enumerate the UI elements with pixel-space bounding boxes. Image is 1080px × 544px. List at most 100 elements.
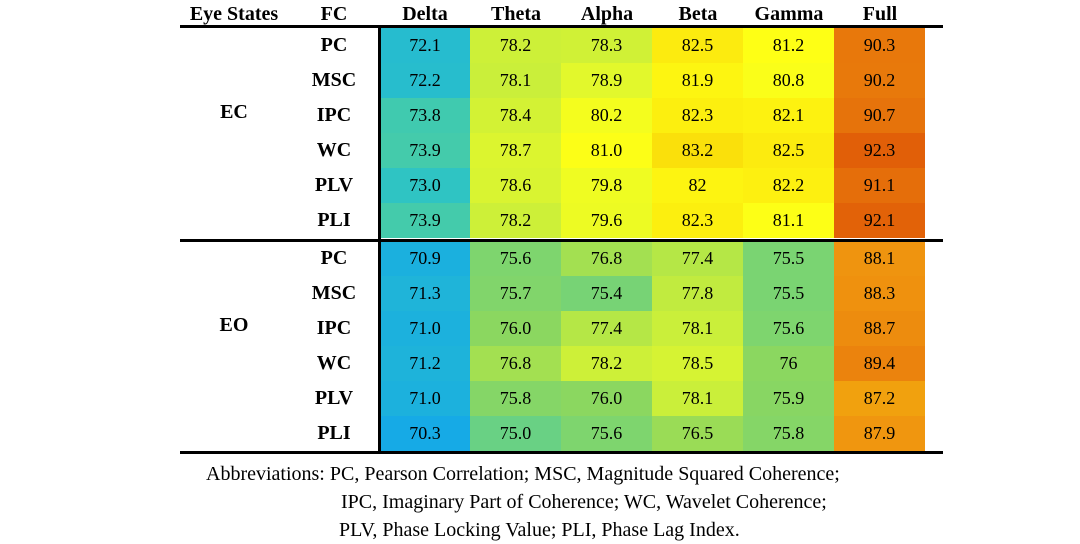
heatmap-cell: 75.9 — [743, 381, 834, 416]
vertical-rule — [378, 26, 381, 451]
heatmap-cell: 81.2 — [743, 28, 834, 63]
heatmap-cell: 78.3 — [561, 28, 652, 63]
heatmap-cell: 76 — [743, 346, 834, 381]
heatmap-cell: 81.1 — [743, 203, 834, 238]
heatmap-cell: 90.3 — [834, 28, 925, 63]
heatmap-cell: 80.8 — [743, 63, 834, 98]
abbreviations-line-1: Abbreviations: PC, Pearson Correlation; … — [206, 463, 840, 485]
heatmap-cell: 82 — [652, 168, 743, 203]
heatmap-cell: 71.3 — [380, 276, 470, 311]
heatmap-cell: 76.8 — [470, 346, 561, 381]
heatmap-cell: 90.7 — [834, 98, 925, 133]
fc-label: MSC — [311, 282, 357, 304]
heatmap-cell: 75.6 — [743, 311, 834, 346]
heatmap-cell: 77.4 — [652, 241, 743, 276]
heatmap-cell: 71.2 — [380, 346, 470, 381]
header-rule — [180, 25, 943, 28]
heatmap-cell: 82.3 — [652, 98, 743, 133]
heatmap-cell: 78.7 — [470, 133, 561, 168]
heatmap-cell: 75.7 — [470, 276, 561, 311]
heatmap-cell: 78.1 — [652, 311, 743, 346]
heatmap-cell: 77.4 — [561, 311, 652, 346]
fc-label: PLI — [317, 209, 351, 231]
eye-state-label: EC — [220, 101, 248, 123]
heatmap-cell: 88.1 — [834, 241, 925, 276]
heatmap-cell: 92.1 — [834, 203, 925, 238]
abbreviations-line-3: PLV, Phase Locking Value; PLI, Phase Lag… — [339, 519, 740, 541]
column-header: FC — [320, 3, 348, 25]
heatmap-cell: 73.9 — [380, 203, 470, 238]
heatmap-cell: 88.3 — [834, 276, 925, 311]
fc-label: WC — [316, 352, 352, 374]
heatmap-cell: 75.5 — [743, 276, 834, 311]
fc-label: MSC — [311, 69, 357, 91]
heatmap-cell: 78.4 — [470, 98, 561, 133]
heatmap-cell: 82.5 — [652, 28, 743, 63]
fc-label: PLV — [314, 174, 354, 196]
heatmap-cell: 71.0 — [380, 311, 470, 346]
fc-label: IPC — [316, 104, 352, 126]
bottom-rule — [180, 451, 943, 454]
heatmap-cell: 76.0 — [470, 311, 561, 346]
heatmap-cell: 87.2 — [834, 381, 925, 416]
column-header: Gamma — [754, 3, 824, 25]
heatmap-cell: 83.2 — [652, 133, 743, 168]
fc-label: IPC — [316, 317, 352, 339]
heatmap-cell: 91.1 — [834, 168, 925, 203]
heatmap-cell: 75.8 — [743, 416, 834, 451]
heatmap-cell: 87.9 — [834, 416, 925, 451]
abbreviations-line-2: IPC, Imaginary Part of Coherence; WC, Wa… — [341, 491, 827, 513]
heatmap-cell: 72.2 — [380, 63, 470, 98]
heatmap-cell: 70.3 — [380, 416, 470, 451]
heatmap-cell: 78.2 — [470, 203, 561, 238]
column-header: Alpha — [580, 3, 634, 25]
heatmap-cell: 78.2 — [561, 346, 652, 381]
eye-state-label: EO — [219, 314, 249, 336]
heatmap-cell: 73.0 — [380, 168, 470, 203]
heatmap-cell: 75.4 — [561, 276, 652, 311]
fc-label: PC — [320, 34, 348, 56]
heatmap-cell: 76.8 — [561, 241, 652, 276]
heatmap-cell: 73.9 — [380, 133, 470, 168]
heatmap-cell: 78.6 — [470, 168, 561, 203]
heatmap-cell: 81.0 — [561, 133, 652, 168]
heatmap-cell: 76.0 — [561, 381, 652, 416]
heatmap-cell: 78.5 — [652, 346, 743, 381]
heatmap-cell: 78.2 — [470, 28, 561, 63]
heatmap-cell: 71.0 — [380, 381, 470, 416]
column-header: Beta — [678, 3, 718, 25]
heatmap-cell: 76.5 — [652, 416, 743, 451]
heatmap-cell: 75.6 — [561, 416, 652, 451]
column-header: Full — [862, 3, 898, 25]
heatmap-cell: 82.3 — [652, 203, 743, 238]
fc-label: PLI — [317, 422, 351, 444]
heatmap-cell: 82.5 — [743, 133, 834, 168]
heatmap-cell: 88.7 — [834, 311, 925, 346]
heatmap-cell: 82.2 — [743, 168, 834, 203]
heatmap-cell: 73.8 — [380, 98, 470, 133]
heatmap-cell: 89.4 — [834, 346, 925, 381]
heatmap-cell: 75.8 — [470, 381, 561, 416]
column-header: Delta — [402, 3, 448, 25]
heatmap-cell: 79.6 — [561, 203, 652, 238]
fc-label: WC — [316, 139, 352, 161]
heatmap-cell: 78.9 — [561, 63, 652, 98]
heatmap-cell: 92.3 — [834, 133, 925, 168]
heatmap-cell: 70.9 — [380, 241, 470, 276]
fc-label: PLV — [314, 387, 354, 409]
heatmap-cell: 78.1 — [652, 381, 743, 416]
heatmap-cell: 75.0 — [470, 416, 561, 451]
heatmap-cell: 75.5 — [743, 241, 834, 276]
column-header: Theta — [491, 3, 541, 25]
heatmap-cell: 78.1 — [470, 63, 561, 98]
fc-label: PC — [320, 247, 348, 269]
heatmap-cell: 81.9 — [652, 63, 743, 98]
heatmap-cell: 90.2 — [834, 63, 925, 98]
heatmap-cell: 82.1 — [743, 98, 834, 133]
heatmap-cell: 77.8 — [652, 276, 743, 311]
column-header: Eye States — [189, 3, 279, 25]
heatmap-table: Eye States FC Delta Theta Alpha Beta Gamma Full… — [180, 3, 943, 454]
heatmap-cell: 80.2 — [561, 98, 652, 133]
heatmap-cell: 72.1 — [380, 28, 470, 63]
heatmap-cell: 75.6 — [470, 241, 561, 276]
